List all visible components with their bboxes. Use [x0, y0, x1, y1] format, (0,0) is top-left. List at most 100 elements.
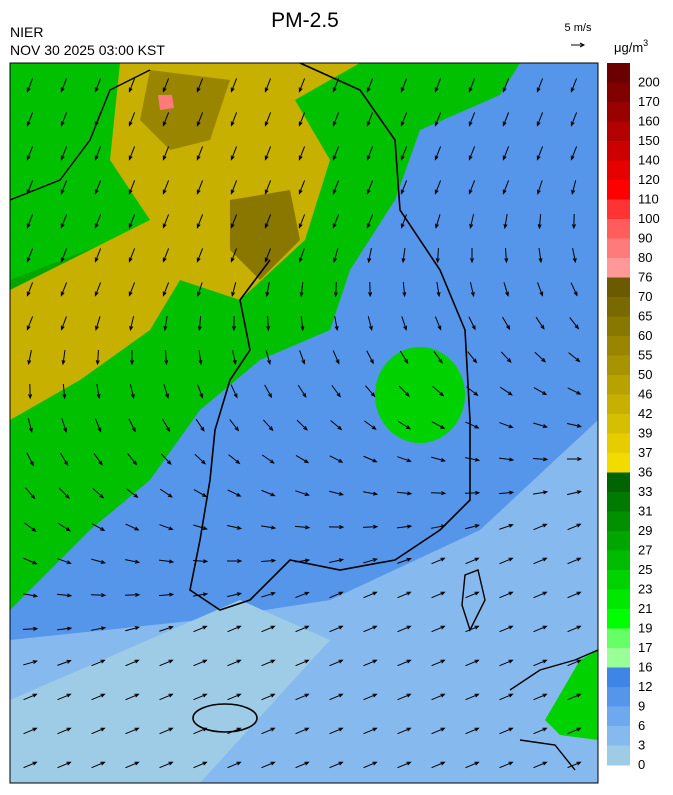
wind-arrow: [162, 214, 170, 229]
colorbar-swatch: [607, 277, 630, 298]
colorbar-swatch: [607, 141, 630, 161]
wind-arrow: [331, 385, 341, 398]
wind-arrow: [295, 693, 310, 701]
wind-arrow: [295, 659, 310, 667]
wind-arrow: [295, 558, 311, 563]
wind-arrow: [261, 727, 276, 735]
wind-arrow: [329, 693, 344, 701]
map-frame: [9, 62, 599, 784]
wind-arrow: [363, 625, 378, 633]
wind-arrow: [261, 489, 276, 497]
wind-arrow: [262, 419, 274, 432]
wind-arrow: [533, 761, 548, 769]
wind-arrow: [532, 457, 549, 462]
wind-arrow: [60, 112, 68, 127]
wind-arrow: [159, 625, 174, 632]
wind-arrow: [266, 315, 271, 332]
wind-arrow: [465, 421, 480, 429]
wind-arrow: [261, 761, 276, 769]
wind-arrow: [468, 112, 476, 127]
wind-arrow: [230, 248, 238, 263]
wind-arrow: [24, 522, 37, 532]
wind-arrow: [431, 421, 446, 429]
wind-arrow: [232, 350, 237, 366]
wind-arrow: [230, 78, 238, 93]
wind-arrow: [57, 693, 72, 701]
wind-arrow: [264, 214, 272, 229]
wind-arrow: [295, 761, 310, 769]
wind-arrow: [26, 452, 34, 467]
wind-arrow: [397, 557, 412, 564]
wind-arrow: [261, 693, 276, 701]
wind-scale-label: 5 m/s: [565, 22, 592, 34]
wind-arrow: [128, 146, 136, 161]
wind-arrow: [125, 626, 141, 632]
wind-arrow: [465, 625, 480, 633]
colorbar-swatch: [607, 63, 630, 83]
wind-arrow: [129, 384, 135, 400]
wind-arrow: [26, 112, 34, 127]
wind-arrow: [227, 489, 242, 497]
wind-arrow: [400, 78, 408, 93]
wind-arrow: [465, 557, 480, 565]
wind-arrow: [465, 761, 480, 769]
wind-arrow: [163, 384, 169, 399]
colorbar-label: 140: [638, 153, 660, 168]
wind-arrow: [260, 558, 277, 563]
wind-arrow: [60, 282, 68, 297]
wind-arrow: [397, 727, 412, 735]
wind-arrow: [499, 591, 514, 599]
wind-arrow: [298, 78, 306, 93]
wind-arrow: [295, 591, 310, 599]
colorbar-swatch: [607, 336, 630, 356]
wind-arrow: [436, 282, 441, 298]
wind-arrow: [431, 693, 446, 701]
wind-arrow: [193, 659, 208, 667]
wind-arrow: [94, 112, 102, 127]
colorbar-label: 25: [638, 562, 652, 577]
wind-arrow: [363, 558, 378, 564]
wind-arrow: [566, 456, 583, 461]
wind-arrow: [230, 146, 238, 161]
wind-arrow: [261, 454, 275, 464]
wind-arrow: [164, 349, 169, 366]
colorbar-swatch: [607, 160, 630, 181]
wind-arrow: [261, 659, 276, 667]
colorbar-label: 55: [638, 348, 652, 363]
wind-arrow: [91, 659, 106, 667]
wind-arrow: [431, 524, 447, 529]
wind-arrow: [431, 659, 446, 667]
wind-arrow: [332, 214, 340, 229]
colorbar-label: 23: [638, 582, 652, 597]
wind-arrow: [533, 557, 548, 565]
wind-arrow: [62, 383, 67, 400]
wind-arrow: [162, 180, 170, 195]
wind-arrow: [363, 761, 378, 769]
wind-arrow: [499, 693, 514, 701]
wind-arrow: [536, 112, 544, 127]
wind-arrow: [90, 593, 107, 598]
wind-arrow: [26, 78, 34, 93]
wind-scale-arrow: [571, 42, 586, 48]
wind-arrow: [538, 247, 543, 264]
colorbar-label: 16: [638, 660, 652, 675]
wind-arrow: [567, 625, 582, 633]
wind-arrow: [227, 761, 242, 769]
wind-arrow: [567, 693, 582, 701]
wind-arrow: [567, 727, 582, 735]
wind-arrow: [366, 214, 374, 229]
colorbar-label: 0: [638, 757, 645, 772]
wind-arrow: [196, 146, 204, 161]
colorbar-label: 200: [638, 75, 660, 90]
wind-arrow: [503, 214, 508, 230]
wind-arrow: [465, 591, 480, 599]
wind-arrow: [227, 693, 242, 701]
wind-arrow: [60, 316, 67, 331]
colorbar-swatch: [607, 433, 630, 454]
wind-arrow: [196, 248, 204, 263]
wind-arrow: [362, 524, 379, 529]
wind-arrow: [431, 456, 446, 462]
wind-arrow: [533, 727, 548, 735]
wind-arrow: [400, 214, 407, 229]
